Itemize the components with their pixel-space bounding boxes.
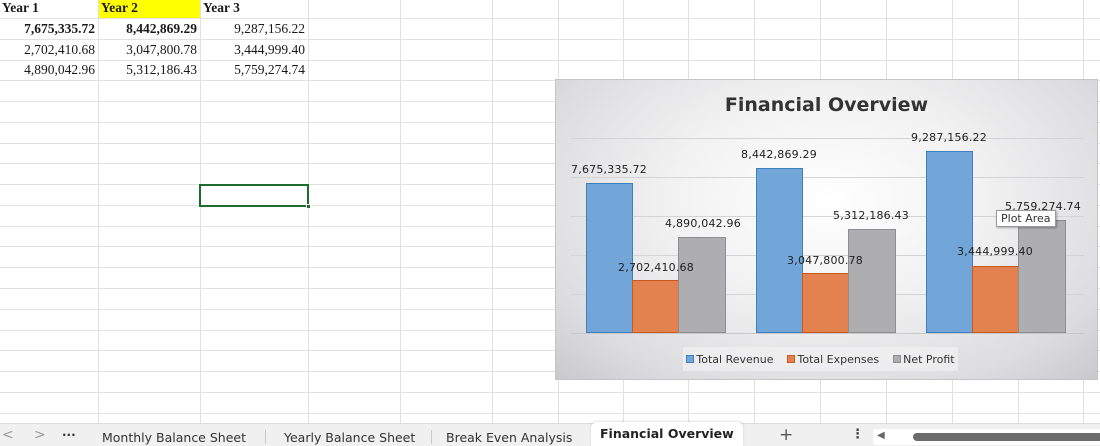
chart-gridline	[571, 255, 1084, 256]
chart-baseline	[571, 333, 1084, 334]
bar-net-profit-year-3[interactable]	[1018, 220, 1066, 333]
cell-net-profit-year-3[interactable]: 5,759,274.74	[234, 62, 305, 77]
legend-swatch-icon	[893, 355, 902, 363]
column-border	[98, 0, 99, 423]
bar-expenses-year-2[interactable]	[802, 273, 849, 333]
cell-expenses-year-3[interactable]: 3,444,999.40	[234, 42, 305, 57]
fill-handle[interactable]	[306, 204, 311, 209]
header-cell-year-3[interactable]: Year 3	[203, 0, 240, 15]
more-sheets-icon[interactable]: ···	[62, 428, 76, 442]
column-border	[400, 0, 401, 423]
row-border	[0, 163, 1100, 164]
row-border	[0, 392, 1100, 393]
chevron-left-icon[interactable]: <	[2, 427, 14, 443]
add-sheet-icon[interactable]: +	[779, 425, 794, 445]
plot-area-tooltip: Plot Area	[996, 210, 1056, 227]
scrollbar-thumb[interactable]	[913, 433, 1100, 441]
legend-swatch-icon	[686, 355, 695, 363]
tab-break-even-analysis[interactable]: Break Even Analysis	[446, 430, 573, 445]
tab-divider	[431, 430, 432, 444]
row-border	[0, 330, 1100, 331]
data-label: 8,442,869.29	[741, 148, 817, 161]
horizontal-scrollbar[interactable]: ◀	[873, 429, 1100, 445]
sheet-tab-bar: < > ··· Monthly Balance Sheet Yearly Bal…	[0, 422, 1100, 446]
tab-financial-overview[interactable]: Financial Overview	[591, 422, 743, 446]
row-border	[0, 226, 1100, 227]
row-border	[0, 205, 1100, 206]
tab-divider	[265, 430, 266, 444]
cell-expenses-year-1[interactable]: 2,702,410.68	[24, 42, 95, 57]
tab-yearly-balance-sheet[interactable]: Yearly Balance Sheet	[284, 430, 416, 445]
cell-revenue-year-1[interactable]: 7,675,335.72	[24, 21, 95, 36]
bar-expenses-year-3[interactable]	[972, 266, 1019, 333]
chart-gridline	[571, 177, 1084, 178]
cell-revenue-year-2[interactable]: 8,442,869.29	[126, 21, 197, 36]
row-border	[0, 80, 1100, 81]
column-border	[492, 0, 493, 423]
cell-net-profit-year-1[interactable]: 4,890,042.96	[24, 62, 95, 77]
data-label: 5,759,274.74	[1005, 200, 1081, 213]
chart-legend[interactable]: Total Revenue Total Expenses Net Profit	[683, 347, 958, 371]
column-border	[308, 0, 309, 423]
header-cell-year-2[interactable]: Year 2	[99, 0, 200, 18]
legend-item-total-revenue[interactable]: Total Revenue	[686, 353, 773, 366]
row-border	[0, 18, 1100, 19]
data-label: 2,702,410.68	[618, 261, 694, 274]
data-label: 4,890,042.96	[665, 217, 741, 230]
chart-gridline	[571, 138, 1084, 139]
cell-revenue-year-3[interactable]: 9,287,156.22	[234, 21, 305, 36]
cell-expenses-year-2[interactable]: 3,047,800.78	[126, 42, 197, 57]
row-border	[0, 309, 1100, 310]
data-label: 9,287,156.22	[911, 131, 987, 144]
legend-item-total-expenses[interactable]: Total Expenses	[787, 353, 879, 366]
legend-label: Net Profit	[903, 352, 955, 366]
row-border	[0, 122, 1100, 123]
financial-overview-chart[interactable]: Financial Overview 7,675,335.72 2,702,41…	[555, 79, 1098, 380]
bar-net-profit-year-1[interactable]	[678, 237, 726, 333]
legend-item-net-profit[interactable]: Net Profit	[893, 353, 955, 366]
column-border	[200, 0, 201, 423]
legend-label: Total Expenses	[797, 352, 880, 366]
row-border	[0, 350, 1100, 351]
data-label: 3,444,999.40	[957, 245, 1033, 258]
bar-expenses-year-1[interactable]	[632, 280, 679, 333]
bar-revenue-year-1[interactable]	[586, 183, 633, 333]
row-border	[0, 288, 1100, 289]
row-border	[0, 143, 1100, 144]
cell-net-profit-year-2[interactable]: 5,312,186.43	[126, 62, 197, 77]
row-border	[0, 413, 1100, 414]
row-border	[0, 101, 1100, 102]
row-border	[0, 39, 1100, 40]
bar-revenue-year-3[interactable]	[926, 151, 973, 333]
data-label: 3,047,800.78	[787, 254, 863, 267]
chart-title[interactable]: Financial Overview	[724, 94, 929, 116]
bar-revenue-year-2[interactable]	[756, 168, 803, 333]
scroll-left-icon[interactable]: ◀	[877, 430, 885, 441]
selected-cell[interactable]	[199, 184, 311, 209]
legend-label: Total Revenue	[696, 352, 774, 366]
header-cell-year-1[interactable]: Year 1	[2, 0, 39, 15]
bar-net-profit-year-2[interactable]	[848, 229, 896, 333]
data-label: 7,675,335.72	[571, 163, 647, 176]
row-border	[0, 267, 1100, 268]
row-border	[0, 184, 1100, 185]
row-border	[0, 246, 1100, 247]
legend-swatch-icon	[787, 355, 796, 363]
vertical-dots-icon[interactable]: ⋮	[851, 427, 864, 442]
row-border	[0, 371, 1100, 372]
row-border	[0, 60, 1100, 61]
chart-gridline	[571, 216, 1084, 217]
chevron-right-icon[interactable]: >	[34, 427, 46, 443]
tab-monthly-balance-sheet[interactable]: Monthly Balance Sheet	[102, 430, 246, 445]
data-label: 5,312,186.43	[833, 209, 909, 222]
